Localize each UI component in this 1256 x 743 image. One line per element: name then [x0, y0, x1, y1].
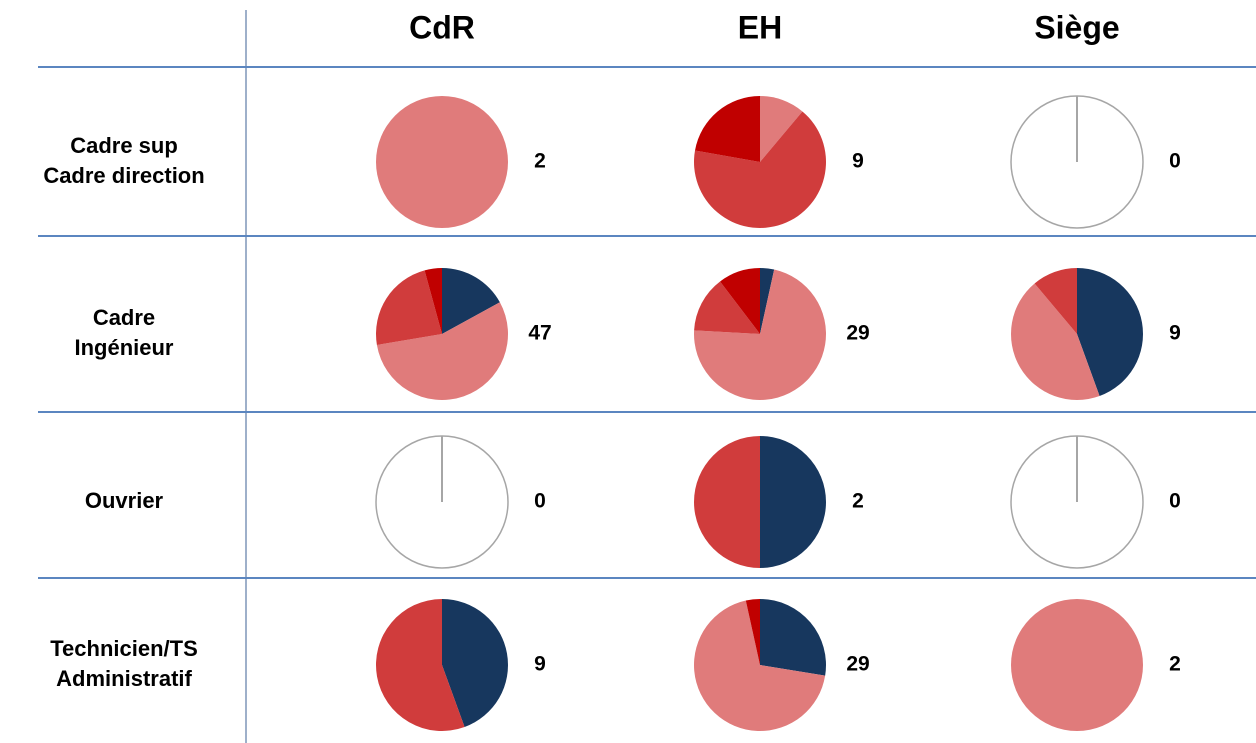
column-header: EH [738, 9, 782, 45]
pie-total: 2 [852, 490, 864, 513]
pie-total: 29 [846, 653, 869, 676]
pie-slice [694, 111, 826, 228]
pie-slice [760, 96, 803, 162]
pie-total: 29 [846, 322, 869, 345]
row-label: Ouvrier [85, 488, 164, 513]
pie-slice [424, 268, 442, 334]
pie-slice [376, 96, 508, 228]
pie-total: 9 [1169, 322, 1181, 345]
pie-total: 9 [852, 150, 864, 173]
pie-slice [694, 269, 827, 400]
column-header: CdR [409, 9, 475, 45]
column-header: Siège [1034, 9, 1119, 45]
pie-slice [760, 436, 826, 568]
row-label: Administratif [56, 666, 192, 691]
pie-slice [760, 268, 775, 334]
pie-slice [1077, 268, 1144, 397]
pie-slice [760, 599, 826, 676]
row-label: Cadre sup [70, 133, 178, 158]
pie-slice [442, 599, 508, 728]
pie-slice [694, 281, 760, 334]
pie-slice [1011, 283, 1100, 401]
pie-slice [694, 436, 760, 568]
pie-total: 2 [1169, 653, 1181, 676]
pie-slice [694, 600, 826, 732]
pie-total: 47 [528, 322, 551, 345]
pie-total: 0 [534, 490, 546, 513]
pie-total: 0 [1169, 150, 1181, 173]
row-label: Ingénieur [74, 335, 173, 360]
pie-total: 9 [534, 653, 546, 676]
row-label: Cadre [93, 305, 155, 330]
pie-slice [442, 268, 500, 334]
pie-slice [376, 302, 509, 401]
row-label: Technicien/TS [50, 636, 198, 661]
pie-total: 2 [534, 150, 546, 173]
pie-slice [720, 268, 760, 334]
pie-slice [1034, 268, 1077, 334]
pie-total: 0 [1169, 490, 1181, 513]
row-label: Cadre direction [43, 163, 204, 188]
pie-slice [375, 599, 465, 731]
pie-slice [376, 270, 442, 345]
pie-slice [1011, 599, 1143, 731]
pie-slice [695, 96, 760, 162]
pie-slice [745, 599, 760, 665]
